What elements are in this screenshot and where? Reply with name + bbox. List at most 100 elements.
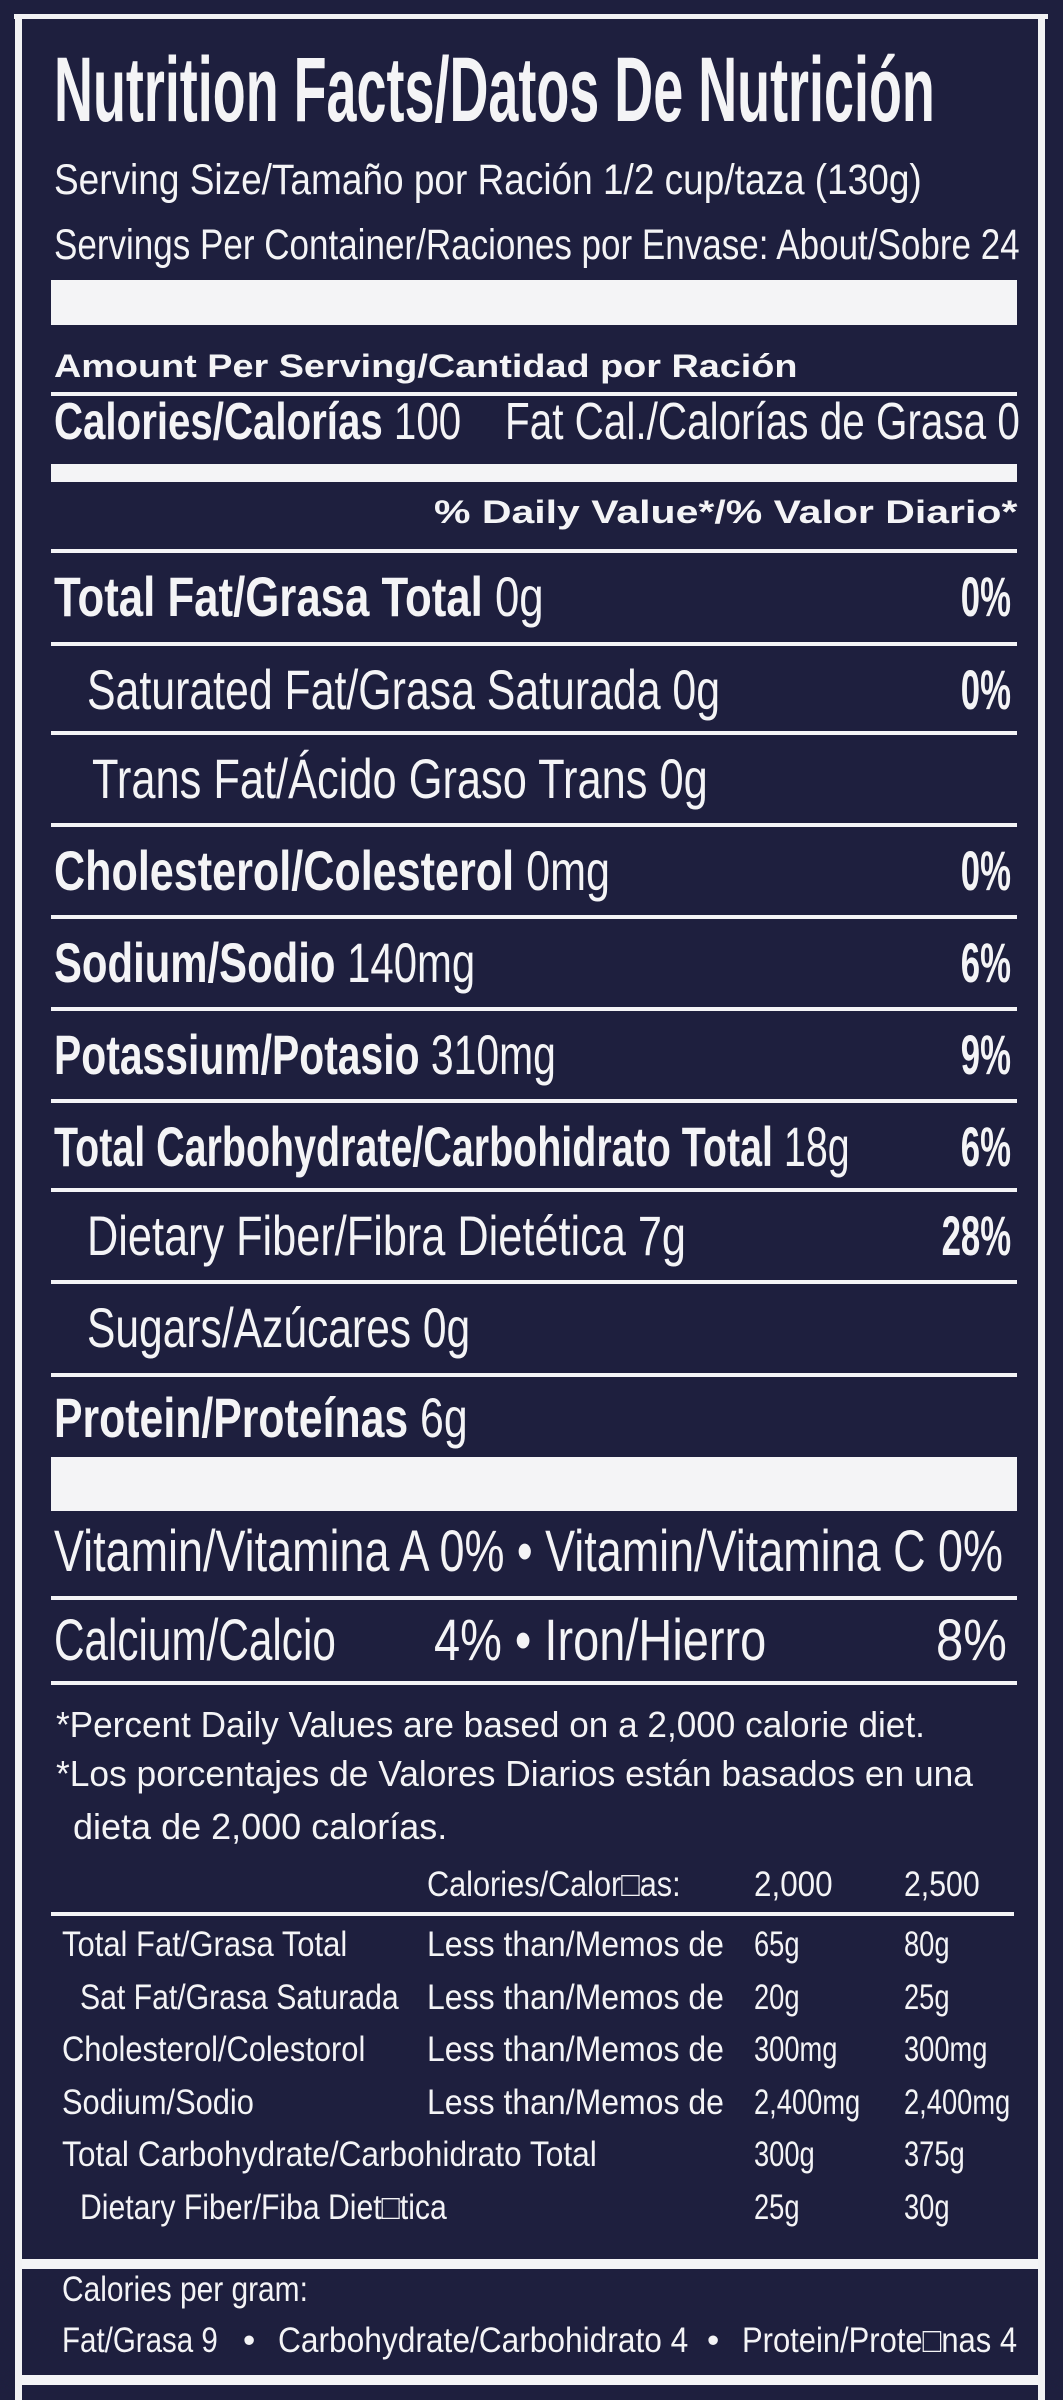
calories: Calories/Calorías 100 (54, 396, 461, 448)
nutrient-amount: 310mg (430, 1023, 556, 1086)
nutrient-amount: 6g (420, 1386, 468, 1449)
cpg-protein: Protein/Prote□nas 4 (742, 2321, 1018, 2360)
nutrient-amount: 0g (659, 747, 708, 810)
label-title: Nutrition Facts/Datos De Nutrición (54, 39, 935, 141)
ref-value-2000: 25g (754, 2188, 800, 2227)
divider (51, 1912, 1014, 1916)
divider (51, 549, 1017, 553)
divider (51, 1681, 1017, 1685)
nutrient-name: Total Fat/Grasa Total (54, 565, 483, 628)
divider (51, 1373, 1017, 1377)
ref-value-2000: 300g (754, 2135, 815, 2174)
nutrient-name-amount: Protein/Proteínas 6g (54, 1390, 468, 1446)
bullet-icon: • (243, 2321, 256, 2360)
thick-divider (22, 2375, 1038, 2385)
divider (51, 731, 1017, 735)
nutrient-amount: 0g (494, 565, 544, 628)
footnote: dieta de 2,000 calorías. (73, 1806, 448, 1847)
divider (51, 823, 1017, 827)
nutrient-daily-value: 0% (960, 839, 1011, 902)
cpg-fat: Fat/Grasa 9 (62, 2321, 218, 2360)
nutrient-daily-value: 0% (960, 565, 1011, 628)
thick-divider (22, 2259, 1038, 2269)
divider (51, 1188, 1017, 1192)
thick-divider (51, 1457, 1017, 1511)
nutrient-name: Sugars/Azúcares (87, 1296, 412, 1359)
nutrient-name: Trans Fat/Ácido Graso Trans (92, 747, 648, 810)
nutrient-name: Dietary Fiber/Fibra Dietética (87, 1204, 626, 1267)
nutrient-name-amount: Cholesterol/Colesterol 0mg (54, 843, 610, 899)
nutrient-name-amount: Saturated Fat/Grasa Saturada 0g (87, 662, 720, 718)
divider (51, 642, 1017, 646)
ref-value-2500: 2,400mg (904, 2083, 1011, 2122)
nutrient-name-amount: Total Carbohydrate/Carbohidrato Total 18… (54, 1119, 850, 1175)
nutrient-amount: 7g (637, 1204, 686, 1267)
nutrient-name: Potassium/Potasio (54, 1023, 420, 1086)
ref-qualifier: Less than/Memos de (427, 1925, 724, 1964)
frame-top (14, 14, 1048, 19)
serving-size: Serving Size/Tamaño por Ración 1/2 cup/t… (54, 156, 922, 204)
nutrient-name: Saturated Fat/Grasa Saturada (87, 658, 661, 721)
nutrient-name: Protein/Proteínas (54, 1386, 409, 1449)
ref-qualifier: Less than/Memos de (427, 2030, 724, 2069)
thick-divider (51, 280, 1017, 325)
footnote: *Percent Daily Values are based on a 2,0… (56, 1704, 925, 1745)
medium-divider (51, 464, 1017, 482)
ref-value-2000: 20g (754, 1978, 800, 2017)
calories-per-gram-heading: Calories per gram: (62, 2270, 308, 2309)
nutrient-name-amount: Dietary Fiber/Fibra Dietética 7g (87, 1208, 686, 1264)
divider (51, 1099, 1017, 1103)
ref-value-2500: 25g (904, 1978, 950, 2017)
ref-header-label: Calories/Calor□as: (427, 1865, 681, 1904)
nutrient-daily-value: 6% (960, 1115, 1011, 1178)
nutrient-amount: 140mg (347, 931, 476, 994)
servings-per-container: Servings Per Container/Raciones por Enva… (54, 221, 1020, 269)
divider (51, 915, 1017, 919)
frame-right (1038, 14, 1045, 2400)
nutrient-amount: 0g (422, 1296, 471, 1359)
ref-nutrient: Sodium/Sodio (62, 2083, 254, 2122)
ref-nutrient: Sat Fat/Grasa Saturada (80, 1978, 399, 2017)
ref-value-2500: 375g (904, 2135, 965, 2174)
nutrient-name: Total Carbohydrate/Carbohidrato Total (54, 1115, 773, 1178)
calories-value: 100 (393, 393, 462, 451)
nutrient-name-amount: Potassium/Potasio 310mg (54, 1027, 556, 1083)
ref-nutrient: Total Fat/Grasa Total (62, 1925, 348, 1964)
ref-value-2000: 65g (754, 1925, 800, 1964)
ref-value-2500: 30g (904, 2188, 950, 2227)
divider (51, 392, 1017, 396)
divider (51, 1280, 1017, 1284)
ref-value-2000: 300mg (754, 2030, 838, 2069)
ref-header-2000: 2,000 (754, 1865, 833, 1904)
bullet-icon: • (707, 2321, 720, 2360)
ref-value-2000: 2,400mg (754, 2083, 861, 2122)
frame-left (15, 14, 22, 2400)
nutrient-name-amount: Sugars/Azúcares 0g (87, 1300, 470, 1356)
amount-per-serving: Amount Per Serving/Cantidad por Ración (54, 348, 798, 384)
ref-qualifier: Less than/Memos de (427, 2083, 724, 2122)
calories-label: Calories/Calorías (54, 393, 383, 451)
ref-value-2500: 80g (904, 1925, 950, 1964)
ref-value-2500: 300mg (904, 2030, 988, 2069)
nutrient-name-amount: Total Fat/Grasa Total 0g (54, 569, 544, 625)
nutrient-daily-value: 28% (941, 1204, 1012, 1267)
calcium-iron: 4% • Iron/Hierro (434, 1608, 767, 1673)
nutrient-name: Sodium/Sodio (54, 931, 336, 994)
nutrient-amount: 0mg (526, 839, 610, 902)
daily-value-header: % Daily Value*/% Valor Diario* (434, 494, 1018, 530)
vitamins-row: Vitamin/Vitamina A 0% • Vitamin/Vitamina… (54, 1519, 1003, 1584)
nutrient-amount: 18g (783, 1115, 850, 1178)
nutrient-daily-value: 6% (960, 931, 1011, 994)
ref-nutrient: Total Carbohydrate/Carbohidrato Total (62, 2135, 597, 2174)
footnote: *Los porcentajes de Valores Diarios está… (56, 1753, 973, 1794)
divider (51, 1007, 1017, 1011)
nutrient-daily-value: 9% (960, 1023, 1011, 1086)
calcium-label: Calcium/Calcio (54, 1608, 336, 1673)
cpg-carbohydrate: Carbohydrate/Carbohidrato 4 (278, 2321, 689, 2360)
ref-header-2500: 2,500 (904, 1865, 980, 1904)
nutrient-name-amount: Sodium/Sodio 140mg (54, 935, 475, 991)
ref-qualifier: Less than/Memos de (427, 1978, 724, 2017)
iron-value: 8% (936, 1608, 1007, 1673)
divider (51, 1596, 1017, 1600)
nutrient-name-amount: Trans Fat/Ácido Graso Trans 0g (92, 751, 708, 807)
